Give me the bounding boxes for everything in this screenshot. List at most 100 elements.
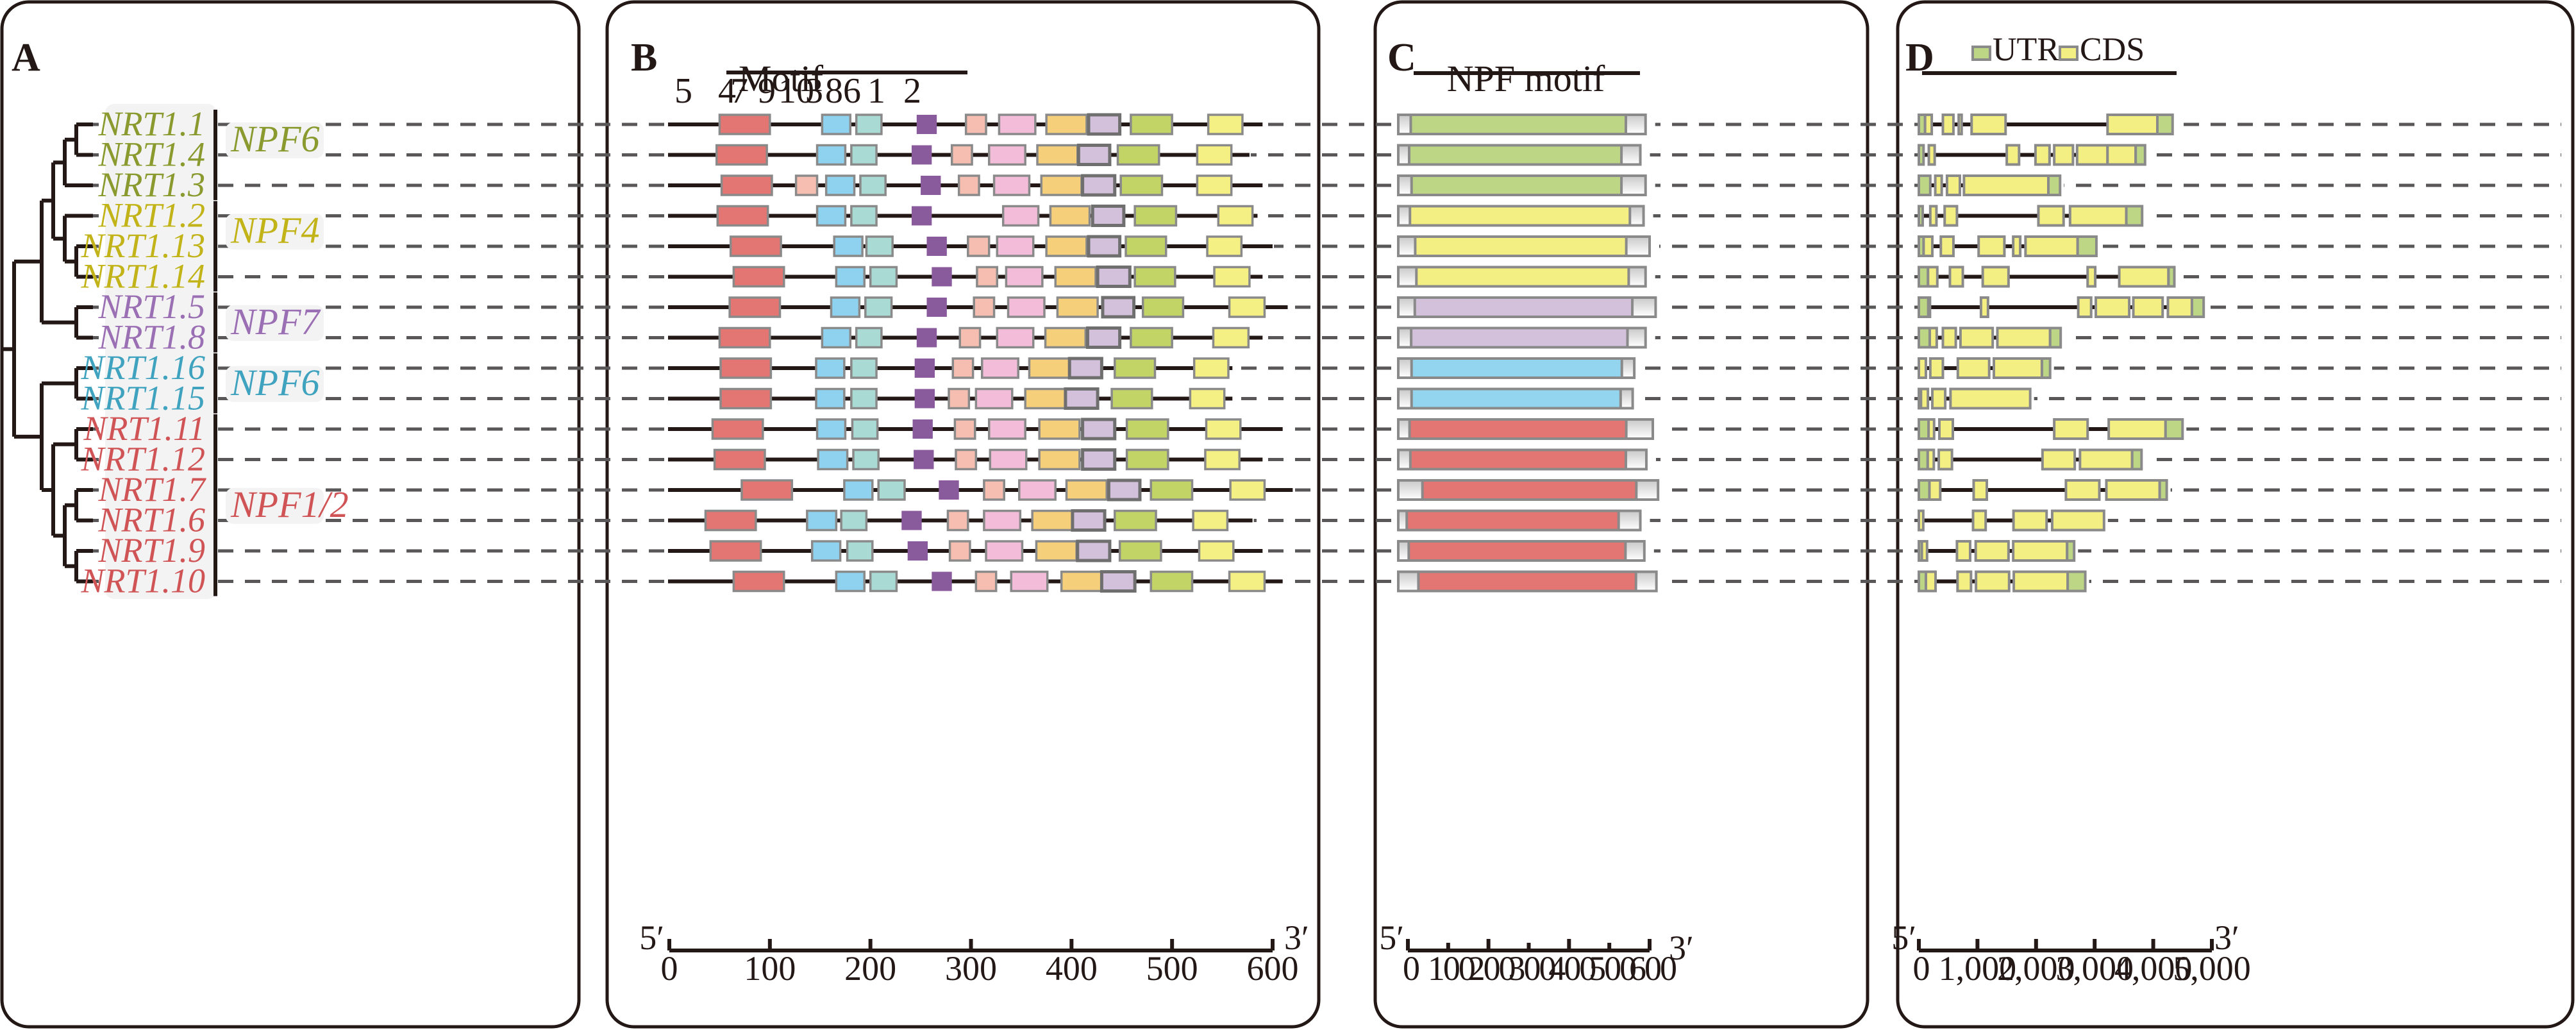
motif-2-box — [1217, 205, 1254, 227]
gene-label: NRT1.1 — [97, 105, 205, 143]
motif-6-box — [1107, 478, 1142, 502]
npf-domain-box — [1407, 540, 1627, 562]
motif-8-box — [1045, 235, 1088, 257]
motif-8-box — [1060, 570, 1103, 593]
cds-exon-box — [2086, 266, 2097, 288]
motif-header-label: 2 — [903, 71, 921, 111]
motif-2-box — [1204, 448, 1241, 471]
utr-box — [2167, 266, 2176, 288]
motif-4-box — [806, 509, 838, 532]
motif-9-box — [914, 450, 934, 469]
cds-exon-box — [1934, 174, 1943, 196]
motif-6-box — [1085, 326, 1122, 349]
motif-header-label: 6 — [843, 71, 861, 111]
cds-exon-box — [1924, 570, 1937, 593]
motif-5-box — [711, 418, 764, 440]
utr-box — [1918, 418, 1930, 440]
cds-exon-box — [2012, 235, 2022, 257]
cds-exon-box — [1927, 266, 1939, 288]
motif-6-box — [1076, 144, 1112, 166]
npf-domain-box — [1413, 296, 1634, 318]
cds-exon-box — [2050, 509, 2105, 532]
motif-3-box — [996, 235, 1035, 257]
motif-9-box — [926, 237, 947, 256]
motif-6-box — [1101, 296, 1136, 319]
cds-exon-box — [1941, 114, 1955, 135]
npf-domain-box — [1410, 387, 1622, 410]
motif-5-box — [718, 326, 771, 349]
motif-1-box — [1141, 296, 1185, 318]
motif-2-box — [1212, 326, 1250, 349]
motif-5-box — [709, 540, 762, 562]
motif-2-box — [1192, 357, 1230, 379]
motif-6-box — [1081, 418, 1117, 441]
three-prime-label: 3′ — [1284, 918, 1309, 957]
motif-5-box — [718, 114, 771, 135]
motif-axis-tick-label: 200 — [844, 949, 896, 988]
cds-exon-box — [1962, 174, 2050, 196]
utr-box — [2066, 540, 2076, 562]
motif-7-box — [855, 326, 883, 349]
motif-5-box — [715, 144, 768, 166]
gene-axis-tick-label: 4,000 — [2114, 949, 2193, 988]
gene-label: NRT1.5 — [97, 287, 205, 326]
motif-2-box — [1207, 114, 1244, 135]
cds-exon-box — [2024, 235, 2079, 257]
cds-exon-box — [2068, 205, 2128, 227]
motif-3-box — [1005, 266, 1044, 288]
motif-8-box — [1044, 326, 1087, 349]
motif-8-box — [1040, 174, 1083, 196]
motif-1-box — [1116, 144, 1160, 166]
npf-domain-box — [1409, 448, 1628, 471]
cds-exon-box — [2078, 448, 2134, 471]
motif-4-box — [835, 570, 866, 593]
cds-exon-box — [1972, 479, 1989, 501]
motif-2-box — [1189, 387, 1226, 410]
panel-letter-a: A — [12, 36, 40, 80]
motif-4-box — [833, 235, 864, 257]
cds-exon-box — [2105, 479, 2161, 501]
subfamily-label: NPF1/2 — [230, 484, 349, 525]
motif-5-box — [719, 357, 773, 379]
three-prime-label: 3′ — [1669, 929, 1694, 967]
motif-9-box — [939, 480, 959, 500]
gene-label: NRT1.4 — [97, 135, 205, 174]
motif-4-box — [824, 174, 856, 196]
utr-box — [1918, 144, 1925, 166]
motif-header-label: 4 — [718, 71, 736, 111]
motif-10-box — [974, 570, 998, 593]
npf-domain-box — [1405, 509, 1620, 532]
motif-9-box — [914, 359, 935, 378]
motif-header-label: 10 — [778, 71, 814, 111]
npf-axis-tick-label: 600 — [1629, 949, 1676, 988]
motif-9-box — [916, 115, 937, 134]
motif-3-box — [1018, 479, 1057, 501]
gene-label: NRT1.11 — [83, 409, 205, 448]
motif-2-box — [1205, 418, 1242, 440]
motif-7-box — [840, 509, 868, 532]
cds-exon-box — [2095, 296, 2131, 318]
motif-7-box — [869, 570, 898, 593]
npf-axis-tick-label: 300 — [1509, 949, 1555, 988]
utr-box — [1918, 387, 1923, 410]
motif-5-box — [732, 570, 785, 593]
motif-10-box — [946, 509, 969, 532]
motif-7-box — [869, 266, 898, 288]
cds-exon-box — [1945, 174, 1961, 196]
motif-6-box — [1091, 205, 1126, 227]
panel-letter-c: C — [1387, 36, 1416, 80]
cds-exon-box — [1956, 357, 1991, 379]
motif-axis-tick-label: 300 — [945, 949, 997, 988]
motif-header-label: 9 — [758, 71, 776, 111]
gene-label: NRT1.3 — [97, 165, 205, 204]
npf-motif-title: NPF motif — [1447, 58, 1605, 99]
motif-1-box — [1133, 266, 1176, 288]
cds-exon-box — [1979, 296, 1989, 318]
motif-2-box — [1196, 174, 1233, 196]
motif-3-box — [1007, 296, 1046, 318]
gene-label: NRT1.15 — [80, 379, 205, 418]
cds-exon-box — [1937, 448, 1953, 471]
subfamily-label: NPF7 — [230, 301, 321, 342]
npf-domain-box — [1409, 205, 1632, 227]
